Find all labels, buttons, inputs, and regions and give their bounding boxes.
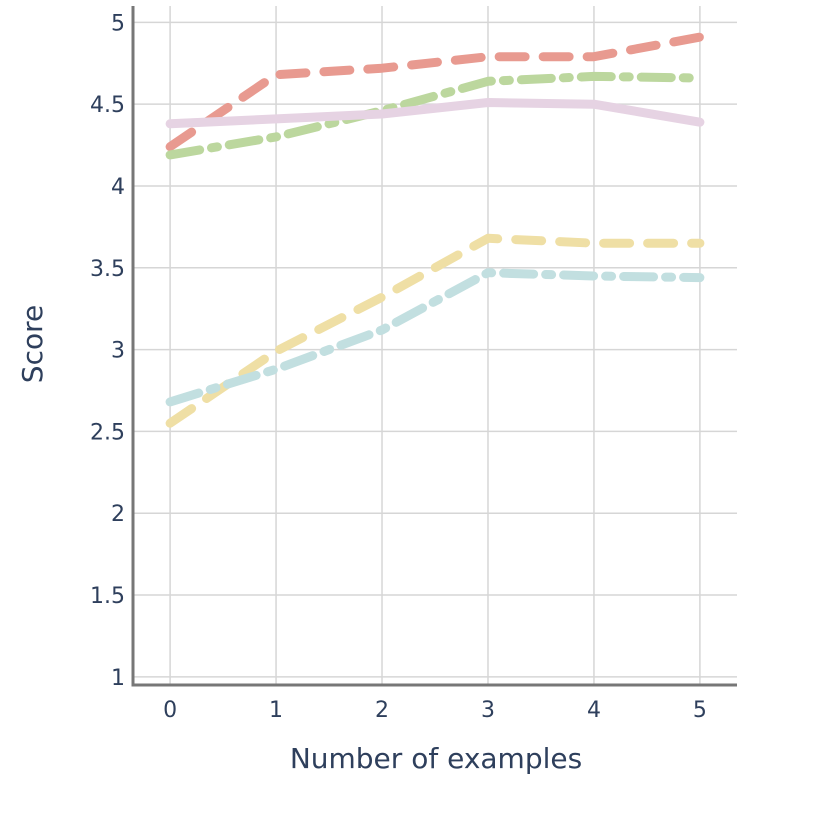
x-tick-label: 4 bbox=[587, 698, 601, 723]
y-axis-title: Score bbox=[16, 305, 49, 383]
y-tick-label: 4 bbox=[111, 175, 125, 200]
x-tick-label: 2 bbox=[375, 698, 389, 723]
y-tick-label: 2.5 bbox=[90, 420, 125, 445]
x-tick-label: 0 bbox=[163, 698, 177, 723]
y-tick-label: 3.5 bbox=[90, 257, 125, 282]
series-line-5 bbox=[165, 268, 705, 407]
x-tick-label: 3 bbox=[481, 698, 495, 723]
series-line-2 bbox=[165, 71, 705, 160]
x-tick-label: 1 bbox=[269, 698, 283, 723]
y-tick-label: 1 bbox=[111, 666, 125, 691]
y-tick-label: 4.5 bbox=[90, 93, 125, 118]
axes bbox=[131, 6, 737, 687]
series-lines bbox=[165, 32, 705, 428]
series-line-4 bbox=[165, 233, 705, 428]
series-line-1 bbox=[165, 32, 705, 152]
y-tick-label: 3 bbox=[111, 339, 125, 364]
x-tick-label: 5 bbox=[693, 698, 707, 723]
y-tick-label: 2 bbox=[111, 502, 125, 527]
series-line-3 bbox=[165, 98, 705, 129]
tick-labels: 0 1 2 3 4 5 1 1.5 2 2.5 3 3.5 4 4.5 5 bbox=[90, 11, 707, 723]
y-tick-label: 1.5 bbox=[90, 584, 125, 609]
y-tick-label: 5 bbox=[111, 11, 125, 36]
x-axis-title: Number of examples bbox=[290, 742, 582, 775]
